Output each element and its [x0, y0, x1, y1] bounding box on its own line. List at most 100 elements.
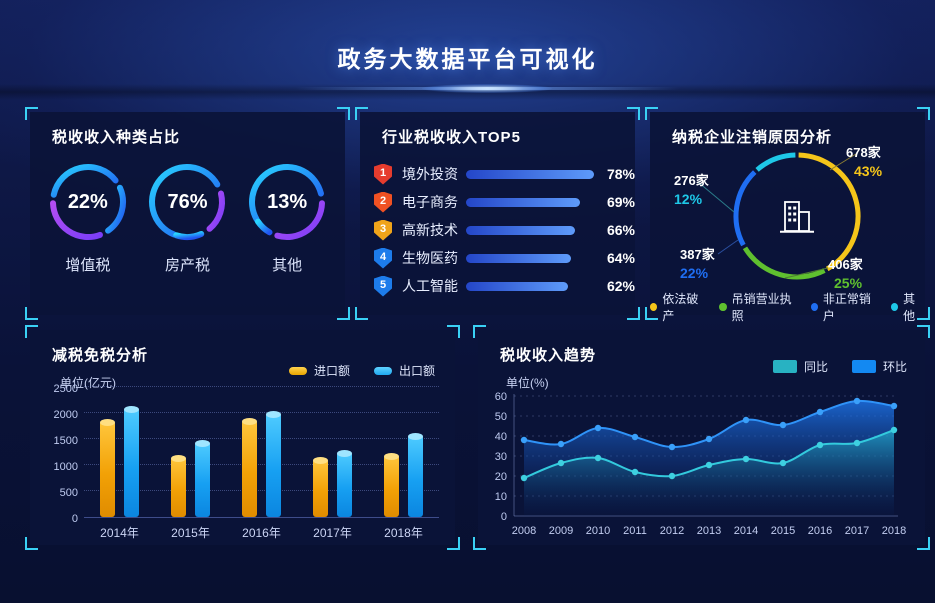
callout-count: 678家: [846, 145, 881, 160]
industry-label: 电子商务: [402, 194, 458, 210]
bar-group: [171, 439, 210, 517]
callout-percent: 43%: [854, 163, 883, 179]
x-tick-label: 2016年: [242, 526, 281, 540]
svg-text:2015: 2015: [771, 525, 795, 537]
corner-bracket-decoration: [25, 325, 38, 338]
legend-dot: [650, 303, 658, 311]
legend-item[interactable]: 其他: [890, 290, 925, 324]
legend-item[interactable]: 依法破产: [650, 290, 706, 324]
callout-other: 276家 12%: [674, 174, 709, 206]
corner-bracket-decoration: [627, 107, 640, 120]
donut-legend: 依法破产 吊销营业执照 非正常销户 其他: [650, 290, 925, 324]
industry-value: 62%: [606, 278, 635, 294]
ring-label: 增值税: [65, 257, 111, 274]
corner-bracket-decoration: [355, 307, 368, 320]
x-tick-label: 2018年: [384, 526, 423, 540]
import-bar: [242, 418, 257, 517]
corner-bracket-decoration: [337, 307, 350, 320]
svg-text:2008: 2008: [512, 525, 536, 537]
import-bar: [171, 454, 186, 517]
bar-group: [313, 450, 352, 517]
ring-percent-value: 13%: [267, 190, 308, 213]
svg-text:2017: 2017: [845, 525, 869, 537]
header: 政务大数据平台可视化: [0, 0, 935, 100]
corner-bracket-decoration: [917, 325, 930, 338]
legend-item[interactable]: 非正常销户: [810, 290, 878, 324]
legend-dot: [890, 303, 899, 311]
svg-text:60: 60: [495, 391, 507, 403]
ring-arc: [145, 160, 229, 244]
panel-title: 税收收入趋势: [500, 347, 597, 364]
top5-list: 1 境外投资 78% 2 电子商务 69% 3 高新技术 66% 4 生物医药: [360, 160, 635, 300]
top5-row: 1 境外投资 78%: [360, 160, 635, 188]
legend-item-huanbi[interactable]: 环比: [851, 358, 907, 375]
rank-shield-icon: 1: [374, 163, 392, 185]
ranking-bar: [465, 225, 593, 235]
industry-label: 生物医药: [402, 250, 458, 266]
import-bar: [313, 456, 328, 517]
callout-percent: 25%: [834, 275, 863, 291]
ranking-bar: [465, 197, 593, 207]
svg-text:2012: 2012: [660, 525, 684, 537]
rank-shield-icon: 2: [374, 191, 392, 213]
ranking-bar: [465, 281, 593, 291]
legend-label: 同比: [803, 360, 828, 374]
panel-title: 税收收入种类占比: [52, 129, 181, 146]
industry-value: 66%: [606, 222, 635, 238]
ranking-bar: [465, 253, 593, 263]
legend-label: 其他: [903, 292, 916, 323]
unit-label: 单位(%): [506, 376, 549, 390]
industry-label: 境外投资: [402, 166, 458, 182]
y-tick-label: 1000: [53, 461, 78, 473]
bar-group: [384, 432, 423, 517]
panel-title: 纳税企业注销原因分析: [672, 129, 833, 146]
y-tick-label: 2500: [53, 383, 78, 395]
import-bar: [384, 453, 399, 517]
ring-percent-value: 22%: [67, 190, 108, 213]
svg-text:30: 30: [495, 451, 507, 463]
legend-label: 环比: [882, 360, 907, 374]
panel-tax-trend: 税收收入趋势 单位(%) 同比 环比 0 10 20 30 40 50 60 2008 2009…: [473, 325, 930, 550]
corner-bracket-decoration: [473, 537, 486, 550]
corner-bracket-decoration: [25, 537, 38, 550]
legend-item-tongbi[interactable]: 同比: [772, 358, 828, 375]
ring-chart-vat: 22% 增值税: [46, 160, 130, 275]
panel-industry-top5: 行业税收收入TOP5 1 境外投资 78% 2 电子商务 69% 3 高新技术 …: [355, 107, 640, 320]
gridline: [84, 490, 439, 491]
ranking-bar: [465, 169, 595, 179]
unit-label: 单位(亿元): [60, 376, 116, 390]
panel-tax-type-share: 税收收入种类占比 22% 增值税 76% 房产税 13% 其他: [25, 107, 350, 320]
y-tick-label: 2000: [53, 409, 78, 421]
top5-row: 3 高新技术 66%: [360, 216, 635, 244]
legend-swatch: [851, 360, 876, 373]
ring-percent-value: 76%: [167, 190, 208, 213]
callout-bankruptcy: 678家 43%: [846, 146, 882, 178]
industry-value: 69%: [606, 194, 635, 210]
legend-label: 依法破产: [662, 292, 699, 323]
ring-label: 其他: [272, 257, 303, 274]
legend-dot: [719, 303, 727, 311]
legend-dot: [810, 303, 818, 311]
ring-charts: 22% 增值税 76% 房产税 13% 其他: [30, 160, 345, 275]
corner-bracket-decoration: [917, 107, 930, 120]
bar-chart-legend: 进口额 出口额: [288, 362, 435, 379]
legend-item-export[interactable]: 出口额: [373, 362, 435, 379]
panel-title: 行业税收收入TOP5: [382, 129, 521, 146]
legend-swatch: [772, 360, 797, 373]
svg-text:20: 20: [495, 471, 507, 483]
export-bar: [195, 439, 210, 517]
x-tick-label: 2017年: [313, 526, 352, 540]
svg-text:2013: 2013: [697, 525, 721, 537]
legend-label: 出口额: [398, 364, 435, 378]
panel-tax-reduction: 减税免税分析 单位(亿元) 进口额 出口额 0 500 1000 1500 2000 25…: [25, 325, 460, 550]
callout-percent: 12%: [674, 191, 703, 207]
industry-label: 人工智能: [402, 278, 458, 294]
legend-item[interactable]: 吊销营业执照: [719, 290, 797, 324]
y-axis-labels: 0 500 1000 1500 2000 2500: [38, 383, 78, 525]
svg-text:2010: 2010: [586, 525, 610, 537]
legend-swatch: [288, 366, 307, 375]
industry-value: 64%: [606, 250, 635, 266]
legend-item-import[interactable]: 进口额: [288, 362, 350, 379]
corner-bracket-decoration: [645, 307, 658, 320]
